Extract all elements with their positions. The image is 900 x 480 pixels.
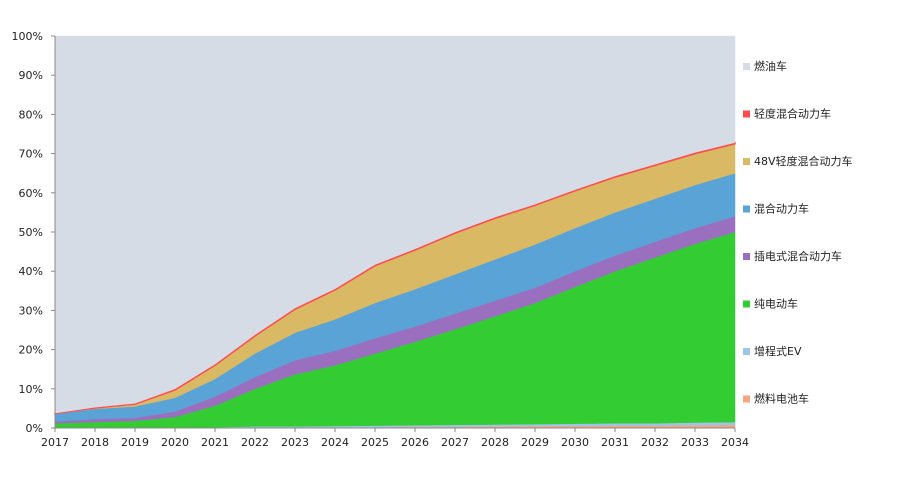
legend-swatch <box>743 300 750 308</box>
x-tick-label: 2026 <box>401 436 429 449</box>
legend-label: 48V轻度混合动力车 <box>754 154 853 168</box>
x-tick-label: 2022 <box>241 436 269 449</box>
y-axis-tick-labels: 0% 10% 20% 30% 40% 50% 60% 70% 80% 90% 100% <box>12 30 43 435</box>
legend-swatch <box>743 205 750 213</box>
x-tick-label: 2027 <box>441 436 469 449</box>
y-tick-label: 40% <box>19 265 43 278</box>
y-tick-label: 20% <box>19 344 43 357</box>
axes <box>51 35 736 432</box>
legend-label: 轻度混合动力车 <box>754 107 831 121</box>
x-axis-tick-labels: 2017 2018 2019 2020 2021 2022 2023 2024 2025 2026… <box>41 436 749 449</box>
legend-label: 燃油车 <box>754 59 787 73</box>
legend-swatch <box>743 158 750 165</box>
x-tick-label: 2033 <box>681 436 709 449</box>
x-tick-label: 2018 <box>81 436 109 449</box>
y-tick-label: 90% <box>19 69 43 82</box>
x-tick-label: 2031 <box>601 436 629 449</box>
x-tick-label: 2034 <box>721 436 749 449</box>
x-tick-label: 2025 <box>361 436 389 449</box>
x-tick-label: 2020 <box>161 436 189 449</box>
y-tick-label: 80% <box>19 108 43 121</box>
x-tick-label: 2029 <box>521 436 549 449</box>
legend-label: 燃料电池车 <box>754 392 809 406</box>
x-tick-label: 2019 <box>121 436 149 449</box>
x-tick-label: 2032 <box>641 436 669 449</box>
x-tick-label: 2023 <box>281 436 309 449</box>
legend-label: 插电式混合动力车 <box>754 249 842 263</box>
x-tick-label: 2017 <box>41 436 69 449</box>
x-tick-label: 2024 <box>321 436 349 449</box>
y-tick-label: 60% <box>19 187 43 200</box>
legend-swatch <box>743 253 750 260</box>
area-series-7 <box>54 35 736 414</box>
legend-swatch <box>743 348 750 355</box>
y-tick-label: 100% <box>12 30 43 43</box>
legend-swatch <box>743 110 750 118</box>
y-tick-label: 0% <box>26 422 43 435</box>
legend-label: 纯电动车 <box>754 297 798 311</box>
x-tick-label: 2030 <box>561 436 589 449</box>
legend-swatch <box>743 395 750 403</box>
area-series-group <box>54 35 736 429</box>
x-tick-label: 2021 <box>201 436 229 449</box>
y-tick-label: 70% <box>19 148 43 161</box>
y-tick-label: 50% <box>19 226 43 239</box>
legend-label: 增程式EV <box>754 344 802 358</box>
x-tick-label: 2028 <box>481 436 509 449</box>
y-tick-label: 10% <box>19 383 43 396</box>
y-tick-label: 30% <box>19 304 43 317</box>
legend-label: 混合动力车 <box>754 202 809 216</box>
legend-swatch <box>743 63 750 70</box>
